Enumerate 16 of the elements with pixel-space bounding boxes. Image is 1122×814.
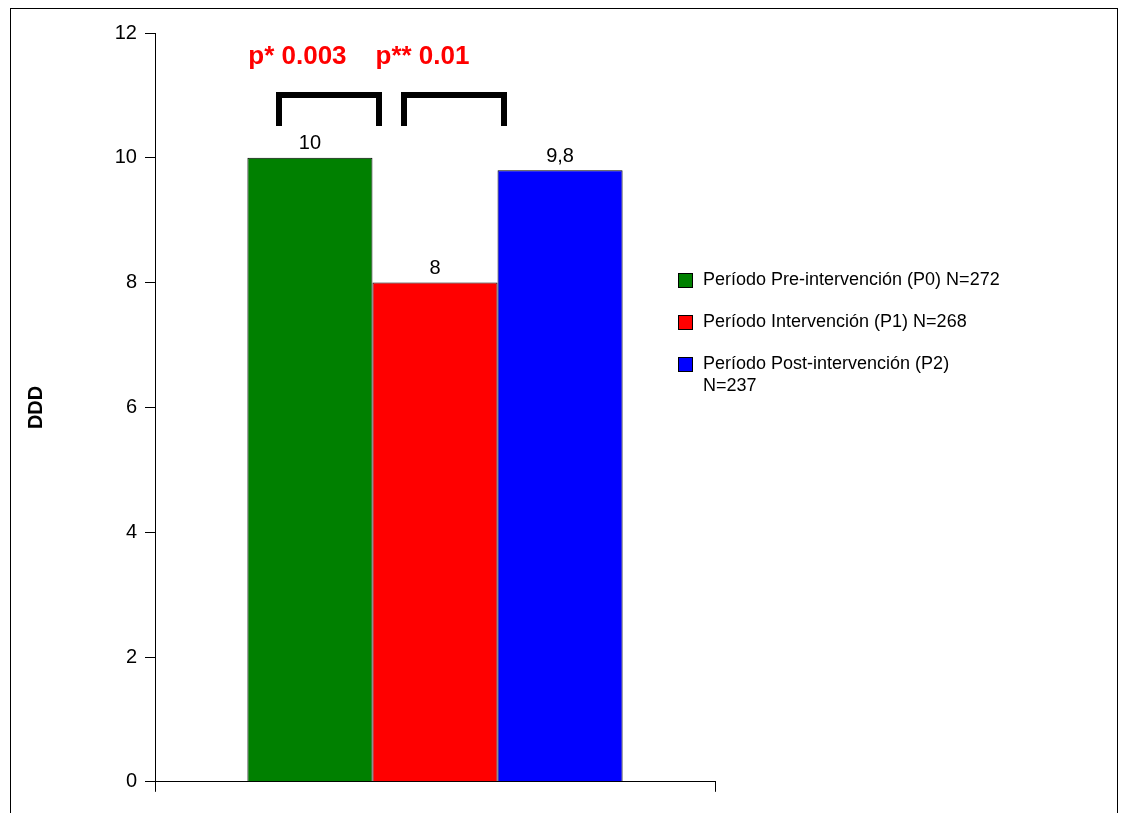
y-tick-label: 0 [125, 769, 137, 792]
legend-label: Período Post-intervención (P2) N=237 [703, 352, 951, 396]
legend-label: Período Intervención (P1) N=268 [703, 310, 968, 332]
y-tick-label: 4 [125, 519, 137, 542]
y-tick-label: 10 [114, 145, 137, 168]
y-tick-label: 2 [125, 644, 137, 667]
y-tick-label: 6 [125, 394, 137, 417]
annotation: p** 0.01 [375, 40, 470, 71]
y-axis-title: DDD [23, 385, 46, 430]
annotation: p* 0.003 [248, 40, 347, 71]
data-label: 8 [429, 256, 441, 279]
data-label: 10 [298, 131, 322, 154]
y-tick-label: 8 [125, 270, 137, 293]
legend-label: Período Pre-intervención (P0) N=272 [703, 268, 1001, 290]
y-tick-label: 12 [114, 20, 137, 43]
data-label: 9,8 [546, 143, 574, 166]
